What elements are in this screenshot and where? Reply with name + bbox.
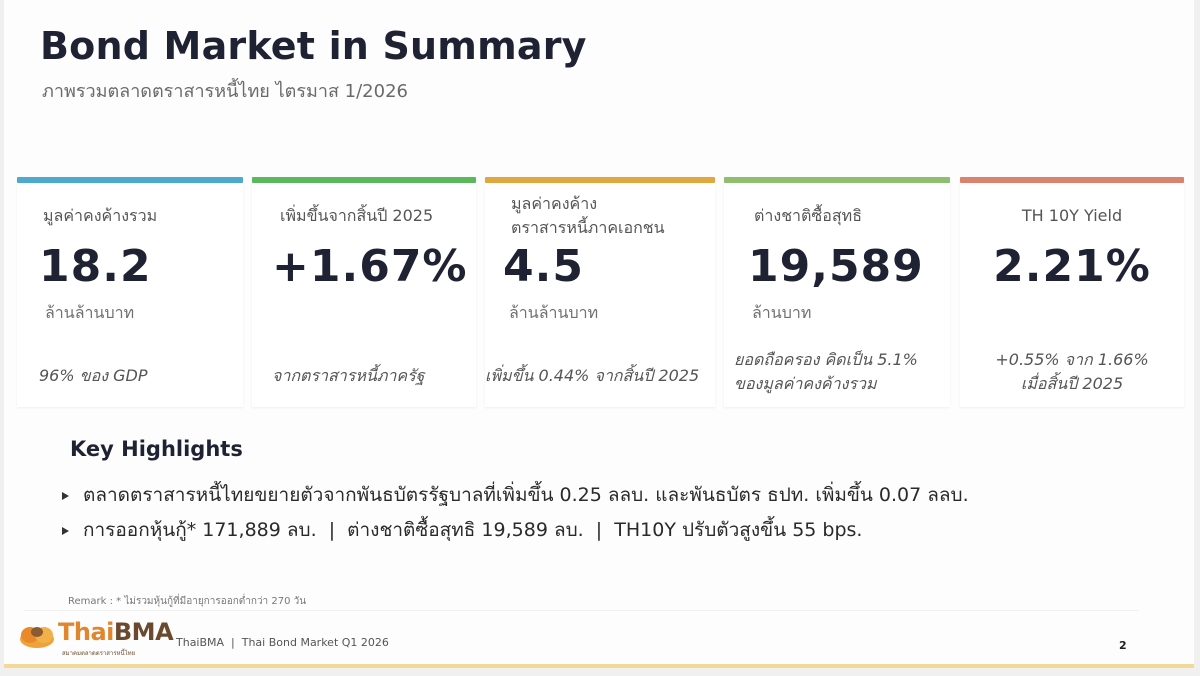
remark: Remark : * ไม่รวมหุ้นกู้ที่มีอายุการออกต… <box>68 596 307 607</box>
page-title: Bond Market in Summary <box>40 24 587 68</box>
card-label: เพิ่มขึ้นจากสิ้นปี 2025 <box>280 206 434 225</box>
highlight-text: การออกหุ้นกู้* 171,889 ลบ. | ต่างชาติซื้… <box>83 519 863 541</box>
card-note-line2: เมื่อสิ้นปี 2025 <box>1020 374 1124 393</box>
card-note-line2: ของมูลค่าคงค้างรวม <box>734 374 877 393</box>
card-unit: ล้านล้านบาท <box>509 303 599 322</box>
card-accent-bar <box>17 177 243 183</box>
page-number: 2 <box>1119 639 1127 652</box>
card-note-line1: ยอดถือครอง คิดเป็น 5.1% <box>734 350 918 369</box>
card-unit: ล้านล้านบาท <box>45 303 135 322</box>
card-value: 18.2 <box>39 241 152 292</box>
card-corporate-outstanding: มูลค่าคงค้าง ตราสารหนี้ภาคเอกชน 4.5 ล้าน… <box>485 177 715 407</box>
key-highlights-title: Key Highlights <box>70 437 243 461</box>
card-label-line2: ตราสารหนี้ภาคเอกชน <box>511 218 665 237</box>
divider <box>24 610 1139 611</box>
highlight-item: การออกหุ้นกู้* 171,889 ลบ. | ต่างชาติซื้… <box>62 515 862 545</box>
card-value: 2.21% <box>993 241 1151 292</box>
card-accent-bar <box>252 177 476 183</box>
card-label-line1: มูลค่าคงค้าง <box>511 194 598 213</box>
logo-tagline: สมาคมตลาดตราสารหนี้ไทย <box>62 650 136 657</box>
bullet-triangle-icon <box>62 526 69 535</box>
card-value: +1.67% <box>272 241 468 292</box>
card-note: 96% ของ GDP <box>39 366 148 385</box>
page-subtitle: ภาพรวมตลาดตราสารหนี้ไทย ไตรมาส 1/2026 <box>42 81 408 102</box>
card-value: 4.5 <box>503 241 584 292</box>
card-label: มูลค่าคงค้างรวม <box>43 206 158 225</box>
footer-text: ThaiBMA | Thai Bond Market Q1 2026 <box>176 636 389 649</box>
highlight-item: ตลาดตราสารหนี้ไทยขยายตัวจากพันธบัตรรัฐบา… <box>62 480 969 510</box>
footer-accent-line <box>4 664 1194 668</box>
card-accent-bar <box>960 177 1184 183</box>
card-accent-bar <box>485 177 715 183</box>
thaibma-logo: ThaiBMA สมาคมตลาดตราสารหนี้ไทย <box>18 618 174 658</box>
card-note-line1: +0.55% จาก 1.66% <box>995 350 1149 369</box>
card-accent-bar <box>724 177 950 183</box>
lotus-icon <box>20 627 54 648</box>
card-note: เพิ่มขึ้น 0.44% จากสิ้นปี 2025 <box>485 366 700 385</box>
card-label: ต่างชาติซื้อสุทธิ <box>754 206 862 225</box>
highlight-text: ตลาดตราสารหนี้ไทยขยายตัวจากพันธบัตรรัฐบา… <box>83 484 969 506</box>
card-label: TH 10Y Yield <box>1021 206 1123 225</box>
logo-wordmark: ThaiBMA <box>58 618 174 646</box>
card-growth: เพิ่มขึ้นจากสิ้นปี 2025 +1.67% จากตราสาร… <box>252 177 476 407</box>
card-foreign-net-buy: ต่างชาติซื้อสุทธิ 19,589 ล้านบาท ยอดถือค… <box>724 177 950 407</box>
card-value: 19,589 <box>748 241 924 292</box>
bullet-triangle-icon <box>62 491 69 500</box>
slide: Bond Market in Summary ภาพรวมตลาดตราสารห… <box>4 0 1194 668</box>
card-th10y-yield: TH 10Y Yield 2.21% +0.55% จาก 1.66% เมื่… <box>960 177 1184 407</box>
card-note: จากตราสารหนี้ภาครัฐ <box>272 366 425 385</box>
card-unit: ล้านบาท <box>752 303 812 322</box>
card-total-outstanding: มูลค่าคงค้างรวม 18.2 ล้านล้านบาท 96% ของ… <box>17 177 243 407</box>
